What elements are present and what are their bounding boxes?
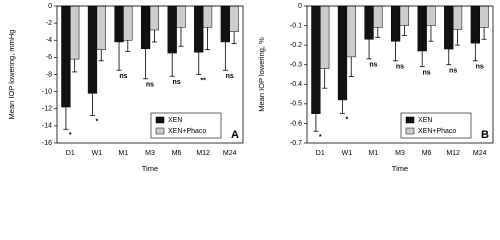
legend-label: XEN+Phaco xyxy=(418,128,456,135)
x-axis-label: Time xyxy=(392,164,408,173)
legend-label: XEN xyxy=(168,117,182,124)
annotation: ns xyxy=(226,73,234,80)
y-tick-label: -2 xyxy=(46,20,52,27)
annotation: * xyxy=(95,118,98,125)
y-tick-label: -8 xyxy=(46,71,52,78)
x-tick-label: W1 xyxy=(92,150,103,157)
x-tick-label: M24 xyxy=(473,150,487,157)
legend-label: XEN xyxy=(418,117,432,124)
y-tick-label: -4 xyxy=(46,37,52,44)
bar xyxy=(61,5,71,108)
y-tick-label: -0.6 xyxy=(290,120,302,127)
bar xyxy=(123,5,133,41)
x-tick-label: M3 xyxy=(395,150,405,157)
y-axis-label: Mean IOP lowering, mmHg xyxy=(7,30,16,120)
y-axis-label: Mean IOP lowering, % xyxy=(257,37,266,112)
x-tick-label: M12 xyxy=(196,150,210,157)
x-tick-label: W1 xyxy=(342,150,353,157)
y-tick-label: -16 xyxy=(42,140,52,147)
x-tick-label: D1 xyxy=(66,150,75,157)
x-tick-label: M6 xyxy=(172,150,182,157)
bar xyxy=(311,5,321,114)
bar xyxy=(229,5,239,32)
x-tick-label: D1 xyxy=(316,150,325,157)
x-tick-label: M3 xyxy=(145,150,155,157)
annotation: ** xyxy=(200,77,206,84)
annotation: * xyxy=(319,134,322,141)
x-axis-label: Time xyxy=(142,164,158,173)
bar xyxy=(70,5,80,60)
bar xyxy=(320,5,330,69)
y-tick-label: -10 xyxy=(42,88,52,95)
panel-label: A xyxy=(231,129,239,141)
annotation: ns xyxy=(146,82,154,89)
y-tick-label: -0.3 xyxy=(290,62,302,69)
bar xyxy=(470,5,480,44)
bar xyxy=(176,5,186,28)
annotation: ns xyxy=(449,68,457,75)
bar xyxy=(426,5,436,26)
x-tick-label: M6 xyxy=(422,150,432,157)
legend-swatch xyxy=(405,127,415,135)
panel-label: B xyxy=(481,129,489,141)
y-tick-label: -0.4 xyxy=(290,81,302,88)
legend-swatch xyxy=(155,116,165,124)
x-tick-label: M1 xyxy=(369,150,379,157)
bar xyxy=(140,5,151,50)
bar xyxy=(167,5,177,54)
legend-swatch xyxy=(155,127,165,135)
y-tick-label: -0.5 xyxy=(290,101,302,108)
bar xyxy=(202,5,213,28)
y-tick-label: -14 xyxy=(42,123,52,130)
bar xyxy=(373,5,383,28)
annotation: * xyxy=(345,116,348,123)
y-tick-label: 0 xyxy=(298,3,302,10)
y-tick-label: -12 xyxy=(42,106,52,113)
plot-frame xyxy=(56,5,244,144)
y-tick-label: -6 xyxy=(46,54,52,61)
annotation: ns xyxy=(172,79,180,86)
y-tick-label: -0.2 xyxy=(290,42,302,49)
bar xyxy=(444,5,454,50)
plot-frame xyxy=(306,5,494,144)
annotation: ns xyxy=(369,62,377,69)
bar xyxy=(417,5,427,52)
bar xyxy=(194,5,204,53)
bar xyxy=(479,5,489,28)
bar xyxy=(114,5,124,43)
y-tick-label: -0.7 xyxy=(290,140,302,147)
x-tick-label: M12 xyxy=(446,150,460,157)
figure: Mean IOP lowering, mmHg 0 -2 -4 -6 -8 -10 -12 -1… xyxy=(7,3,494,173)
legend-label: XEN+Phaco xyxy=(168,128,206,135)
bar xyxy=(87,5,98,94)
bar xyxy=(399,5,410,26)
y-tick-label: 0 xyxy=(48,3,52,10)
bar xyxy=(220,5,230,43)
bar xyxy=(452,5,463,30)
legend-swatch xyxy=(405,116,415,124)
bar xyxy=(364,5,374,40)
annotation: ns xyxy=(422,70,430,77)
bar xyxy=(96,5,106,50)
annotation: ns xyxy=(119,73,127,80)
bar xyxy=(346,5,356,58)
annotation: ns xyxy=(476,64,484,71)
x-tick-label: M1 xyxy=(119,150,129,157)
annotation: ns xyxy=(396,64,404,71)
bar xyxy=(149,5,160,31)
bar xyxy=(337,5,348,101)
y-tick-label: -0.1 xyxy=(290,22,302,29)
annotation: * xyxy=(69,132,72,139)
bar xyxy=(390,5,401,42)
x-tick-label: M24 xyxy=(223,150,237,157)
